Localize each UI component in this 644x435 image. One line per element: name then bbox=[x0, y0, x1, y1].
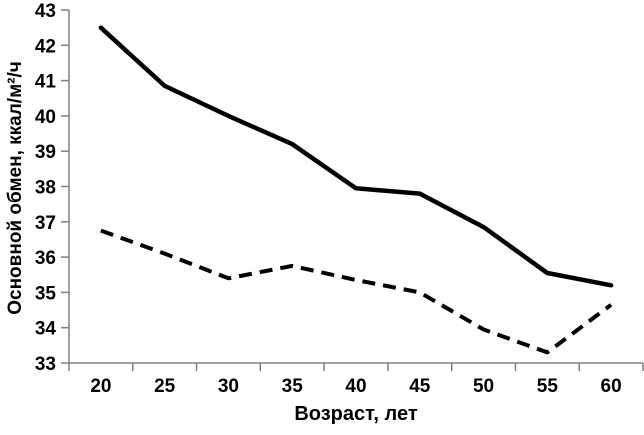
x-axis-title: Возраст, лет bbox=[294, 403, 418, 425]
x-tick-label: 55 bbox=[537, 376, 559, 397]
y-tick-label: 43 bbox=[35, 1, 56, 22]
x-tick-label: 20 bbox=[90, 376, 111, 397]
x-tick-label: 50 bbox=[473, 376, 494, 397]
y-tick-label: 40 bbox=[35, 107, 56, 128]
x-tick-label: 35 bbox=[282, 376, 304, 397]
x-tick-label: 60 bbox=[601, 376, 622, 397]
y-tick-label: 38 bbox=[35, 178, 56, 199]
y-tick-label: 37 bbox=[35, 213, 56, 234]
y-axis-title: Основной обмен, ккал/м²/ч bbox=[5, 61, 26, 315]
x-tick-label: 25 bbox=[154, 376, 176, 397]
series-upper-solid-line bbox=[98, 25, 614, 288]
y-tick-label: 35 bbox=[35, 283, 57, 304]
x-tick-label: 30 bbox=[218, 376, 239, 397]
x-tick-label: 45 bbox=[409, 376, 431, 397]
y-tick-label: 39 bbox=[35, 142, 56, 163]
y-tick-label: 41 bbox=[35, 72, 57, 93]
y-tick-label: 36 bbox=[35, 248, 56, 269]
y-tick-label: 34 bbox=[35, 319, 57, 340]
x-tick-label: 40 bbox=[345, 376, 366, 397]
series-lower-dashed-line bbox=[100, 228, 613, 355]
y-tick-label: 42 bbox=[35, 36, 56, 57]
y-tick-label: 33 bbox=[35, 354, 56, 375]
